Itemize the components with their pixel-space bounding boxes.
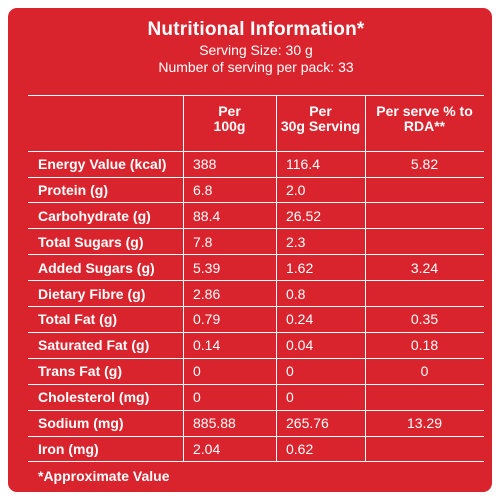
table-row: Dietary Fibre (g) 2.86 0.8 bbox=[28, 282, 484, 307]
column-divider bbox=[365, 96, 366, 461]
value-per-30g: 0.04 bbox=[286, 337, 314, 354]
table-row: Protein (g) 6.8 2.0 bbox=[28, 178, 484, 204]
value-per-100g: 0.79 bbox=[193, 311, 221, 328]
nutrient-name: Sodium (mg) bbox=[38, 415, 124, 431]
nutrient-name: Cholesterol (mg) bbox=[38, 389, 150, 406]
value-rda: 0 bbox=[420, 363, 429, 380]
nutrition-table: Per 100g Per 30g Serving Per serve % to RDA… bbox=[28, 95, 484, 462]
panel-header: Nutritional Information* Serving Size: 3… bbox=[28, 19, 484, 76]
value-per-100g: 88.4 bbox=[193, 207, 221, 224]
value-per-30g: 1.62 bbox=[286, 259, 314, 276]
nutrient-name: Energy Value (kcal) bbox=[38, 156, 167, 172]
table-row: Total Fat (g) 0.79 0.24 0.35 bbox=[28, 307, 484, 333]
table-row: Total Sugars (g) 7.8 2.3 bbox=[28, 230, 484, 256]
value-per-30g: 2.3 bbox=[286, 233, 306, 250]
nutrient-name: Trans Fat (g) bbox=[38, 363, 123, 380]
column-header-rda: Per serve % to RDA** bbox=[376, 103, 473, 134]
table-row: Trans Fat (g) 0 0 0 bbox=[28, 359, 484, 385]
nutrient-name: Protein (g) bbox=[38, 181, 108, 198]
nutrition-panel: Nutritional Information* Serving Size: 3… bbox=[7, 7, 493, 493]
value-per-30g: 0.62 bbox=[286, 440, 314, 457]
nutrient-name: Iron (mg) bbox=[38, 440, 99, 457]
value-rda: 3.24 bbox=[410, 259, 439, 276]
column-divider bbox=[276, 96, 277, 461]
nutrient-name: Total Sugars (g) bbox=[38, 233, 144, 250]
value-per-30g: 0.24 bbox=[286, 311, 314, 328]
serving-size: Serving Size: 30 g bbox=[199, 41, 313, 58]
table-row: Carbohydrate (g) 88.4 26.52 bbox=[28, 204, 484, 230]
value-per-100g: 6.8 bbox=[193, 181, 213, 198]
value-per-100g: 388 bbox=[193, 156, 217, 172]
value-rda: 0.35 bbox=[410, 311, 439, 328]
column-header-per-100g: Per 100g bbox=[213, 103, 246, 134]
nutrient-name: Carbohydrate (g) bbox=[38, 207, 151, 224]
value-per-100g: 0.14 bbox=[193, 337, 221, 354]
nutrient-name: Total Fat (g) bbox=[38, 311, 118, 328]
nutrient-name: Saturated Fat (g) bbox=[38, 337, 150, 354]
table-header: Per 100g Per 30g Serving Per serve % to RDA… bbox=[28, 96, 484, 152]
value-per-100g: 0 bbox=[193, 363, 201, 380]
table-row: Sodium (mg) 885.88 265.76 13.29 bbox=[28, 411, 484, 437]
footnote: *Approximate Value bbox=[38, 468, 170, 484]
value-rda: 13.29 bbox=[406, 415, 443, 431]
panel-title: Nutritional Information* bbox=[147, 19, 365, 40]
value-per-30g: 265.76 bbox=[286, 415, 329, 431]
value-per-30g: 0.8 bbox=[286, 285, 306, 302]
value-per-30g: 0 bbox=[286, 389, 294, 406]
table-row: Cholesterol (mg) 0 0 bbox=[28, 385, 484, 411]
value-per-100g: 7.8 bbox=[193, 233, 213, 250]
value-per-100g: 2.04 bbox=[193, 440, 221, 457]
nutrient-name: Dietary Fibre (g) bbox=[38, 285, 146, 302]
table-row: Iron (mg) 2.04 0.62 bbox=[28, 437, 484, 463]
table-row: Saturated Fat (g) 0.14 0.04 0.18 bbox=[28, 333, 484, 359]
value-per-100g: 5.39 bbox=[193, 259, 221, 276]
column-divider bbox=[183, 96, 184, 461]
value-rda: 5.82 bbox=[410, 156, 439, 172]
value-per-30g: 26.52 bbox=[286, 207, 322, 224]
table-row: Energy Value (kcal) 388 116.4 5.82 bbox=[28, 152, 484, 178]
nutrient-name: Added Sugars (g) bbox=[38, 259, 155, 276]
value-per-30g: 116.4 bbox=[286, 156, 320, 172]
value-rda: 0.18 bbox=[410, 337, 439, 354]
value-per-100g: 2.86 bbox=[193, 285, 221, 302]
value-per-30g: 0 bbox=[286, 363, 294, 380]
value-per-100g: 885.88 bbox=[193, 415, 236, 431]
column-header-per-30g: Per 30g Serving bbox=[280, 103, 361, 134]
value-per-30g: 2.0 bbox=[286, 181, 306, 198]
servings-per-pack: Number of serving per pack: 33 bbox=[158, 59, 354, 76]
value-per-100g: 0 bbox=[193, 389, 201, 406]
table-row: Added Sugars (g) 5.39 1.62 3.24 bbox=[28, 256, 484, 282]
